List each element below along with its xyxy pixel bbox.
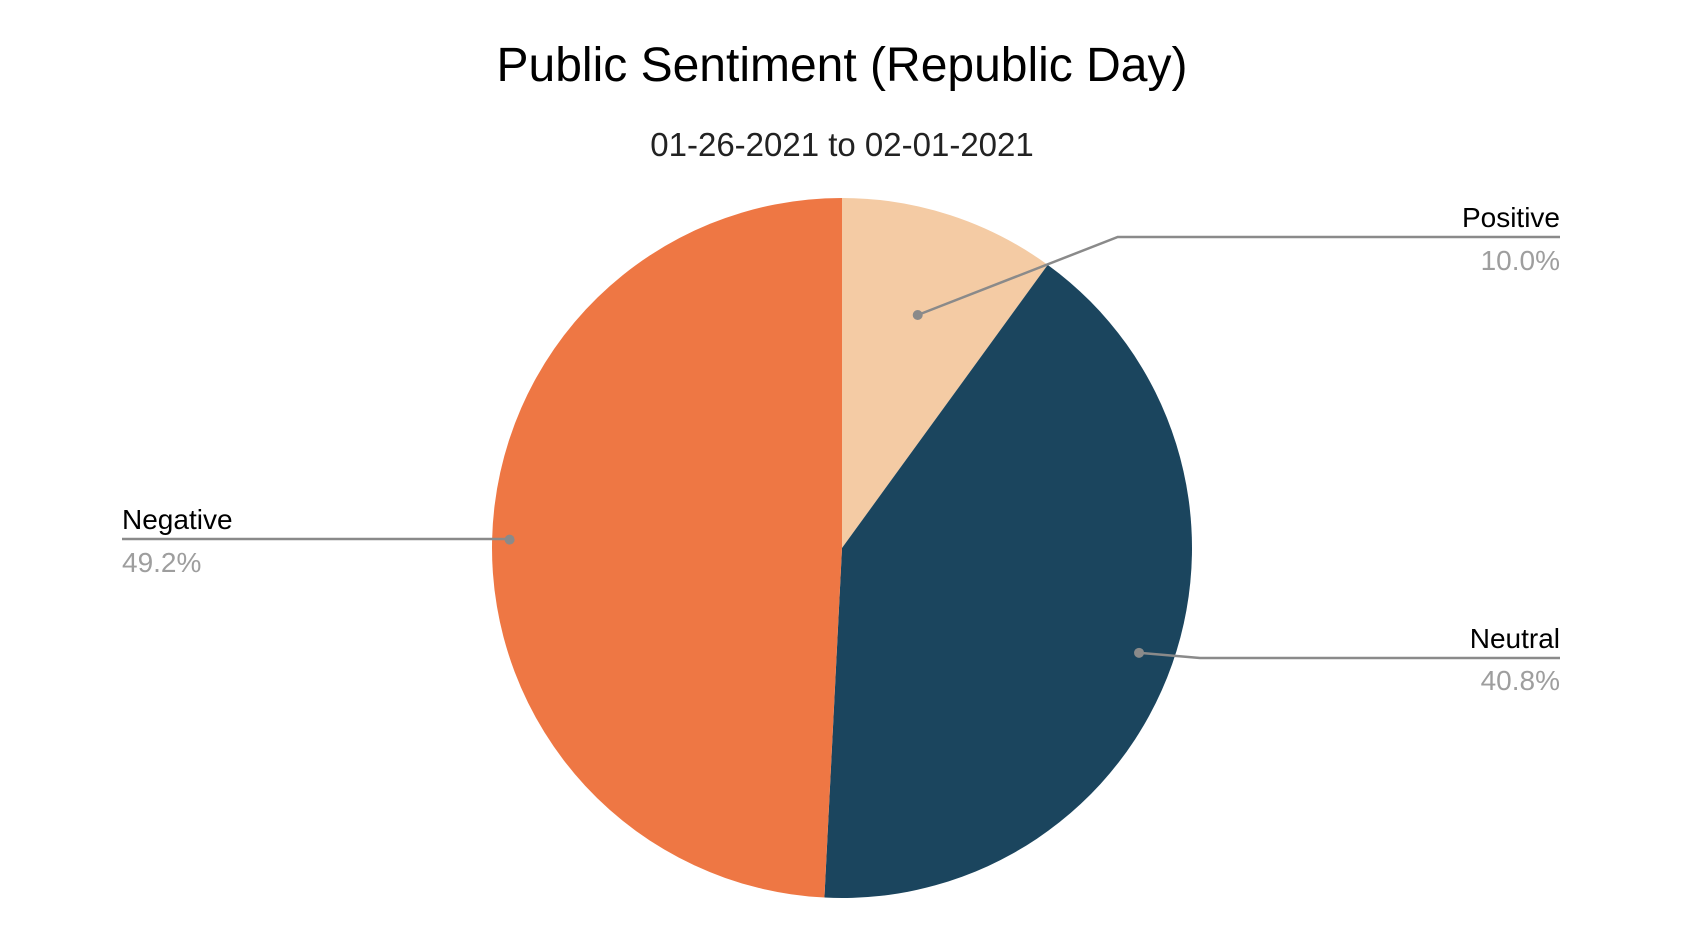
callout-dot-neutral [1134,647,1145,658]
slice-percent-positive: 10.0% [1481,245,1560,276]
callout-line-neutral [1138,651,1560,660]
callout-dot-positive [912,309,923,320]
chart-title: Public Sentiment (Republic Day) [496,39,1188,92]
slice-label-neutral: Neutral [1470,623,1560,654]
slice-label-positive: Positive [1462,202,1560,233]
slice-label-negative: Negative [122,504,233,535]
pie-slice-neutral [824,264,1192,898]
slice-percent-negative: 49.2% [122,547,201,578]
pie-slices [492,198,1192,898]
chart-subtitle: 01-26-2021 to 02-01-2021 [650,126,1034,163]
callout-line-positive [917,235,1560,317]
callout-dot-negative [504,534,515,545]
slice-percent-neutral: 40.8% [1481,665,1560,696]
pie-slice-negative [492,198,842,898]
pie-callouts: Positive 10.0% Neutral 40.8% Negative 49.2% [122,202,1560,696]
callout-line-negative [122,537,511,541]
